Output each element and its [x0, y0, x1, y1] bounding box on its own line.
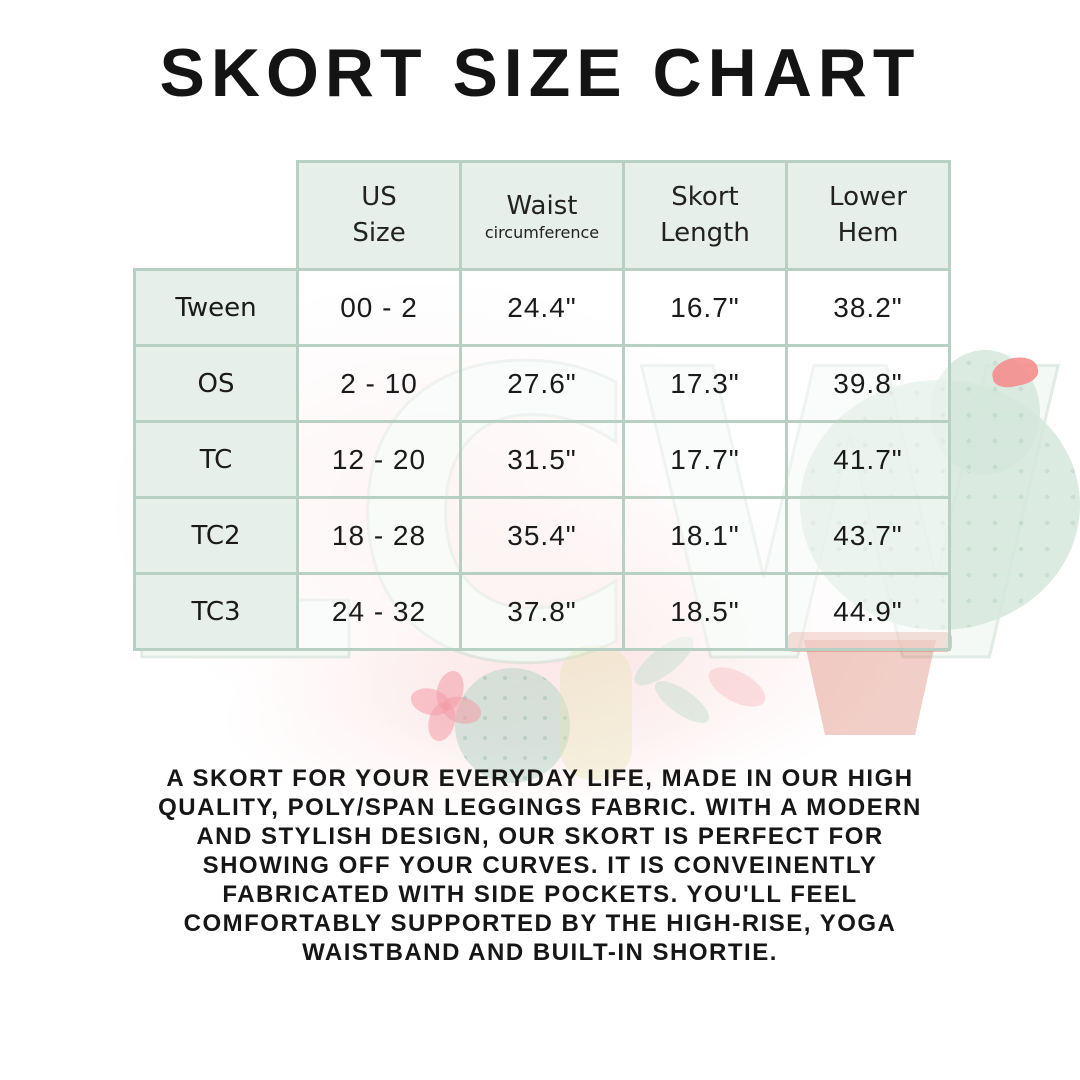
description-line: AND STYLISH DESIGN, OUR SKORT IS PERFECT… — [196, 823, 884, 850]
table-cell: 44.9" — [785, 572, 951, 651]
table-cell: 27.6" — [459, 344, 625, 423]
table-header-row: US Size Waist circumference Skort Length… — [134, 160, 951, 271]
row-label: TC2 — [133, 496, 299, 575]
column-header-us-size: US Size — [296, 160, 462, 271]
table-cell: 17.7" — [622, 420, 788, 499]
table-row: TC3 24 - 32 37.8" 18.5" 44.9" — [133, 572, 951, 651]
header-line: Length — [660, 217, 750, 248]
table-row: TC 12 - 20 31.5" 17.7" 41.7" — [133, 420, 951, 499]
description-line: WAISTBAND AND BUILT-IN SHORTIE. — [302, 939, 778, 966]
table-cell: 41.7" — [785, 420, 951, 499]
table-cell: 16.7" — [622, 268, 788, 347]
table-cell: 17.3" — [622, 344, 788, 423]
row-label: TC — [133, 420, 299, 499]
product-description: A SKORT FOR YOUR EVERYDAY LIFE, MADE IN … — [30, 764, 1050, 967]
table-cell: 38.2" — [785, 268, 951, 347]
table-cell: 24.4" — [459, 268, 625, 347]
row-label: Tween — [133, 268, 299, 347]
page-title: SKORT SIZE CHART — [159, 35, 921, 111]
plant-pot-illustration — [804, 640, 936, 735]
table-cell: 37.8" — [459, 572, 625, 651]
table-corner-cell — [134, 161, 299, 271]
column-header-waist: Waist circumference — [459, 160, 625, 271]
row-label: TC3 — [133, 572, 299, 651]
table-row: TC2 18 - 28 35.4" 18.1" 43.7" — [133, 496, 951, 575]
table-cell: 35.4" — [459, 496, 625, 575]
round-cactus-illustration — [455, 668, 570, 783]
description-line: QUALITY, POLY/SPAN LEGGINGS FABRIC. WITH… — [158, 794, 922, 821]
header-line: Lower — [829, 182, 907, 213]
header-line: Skort — [671, 182, 739, 213]
column-header-skort-length: Skort Length — [622, 160, 788, 271]
table-cell: 18.5" — [622, 572, 788, 651]
size-chart-table: US Size Waist circumference Skort Length… — [133, 160, 951, 651]
table-cell: 2 - 10 — [296, 344, 462, 423]
header-line: Waist — [506, 191, 578, 222]
header-line: US — [361, 182, 397, 213]
row-label: OS — [133, 344, 299, 423]
table-row: OS 2 - 10 27.6" 17.3" 39.8" — [133, 344, 951, 423]
table-cell: 00 - 2 — [296, 268, 462, 347]
header-subline: circumference — [484, 223, 600, 243]
description-line: FABRICATED WITH SIDE POCKETS. YOU'LL FEE… — [222, 881, 858, 908]
table-cell: 12 - 20 — [296, 420, 462, 499]
table-cell: 18 - 28 — [296, 496, 462, 575]
table-cell: 39.8" — [785, 344, 951, 423]
table-cell: 18.1" — [622, 496, 788, 575]
description-line: A SKORT FOR YOUR EVERYDAY LIFE, MADE IN … — [166, 765, 914, 792]
table-row: Tween 00 - 2 24.4" 16.7" 38.2" — [133, 268, 951, 347]
cactus-column-illustration — [560, 645, 632, 780]
description-line: COMFORTABLY SUPPORTED BY THE HIGH-RISE, … — [183, 910, 897, 937]
header-line: Hem — [837, 217, 899, 248]
column-header-lower-hem: Lower Hem — [785, 160, 951, 271]
table-cell: 43.7" — [785, 496, 951, 575]
table-cell: 24 - 32 — [296, 572, 462, 651]
description-line: SHOWING OFF YOUR CURVES. IT IS CONVEINEN… — [202, 852, 878, 879]
header-line: Size — [352, 217, 406, 248]
table-cell: 31.5" — [459, 420, 625, 499]
